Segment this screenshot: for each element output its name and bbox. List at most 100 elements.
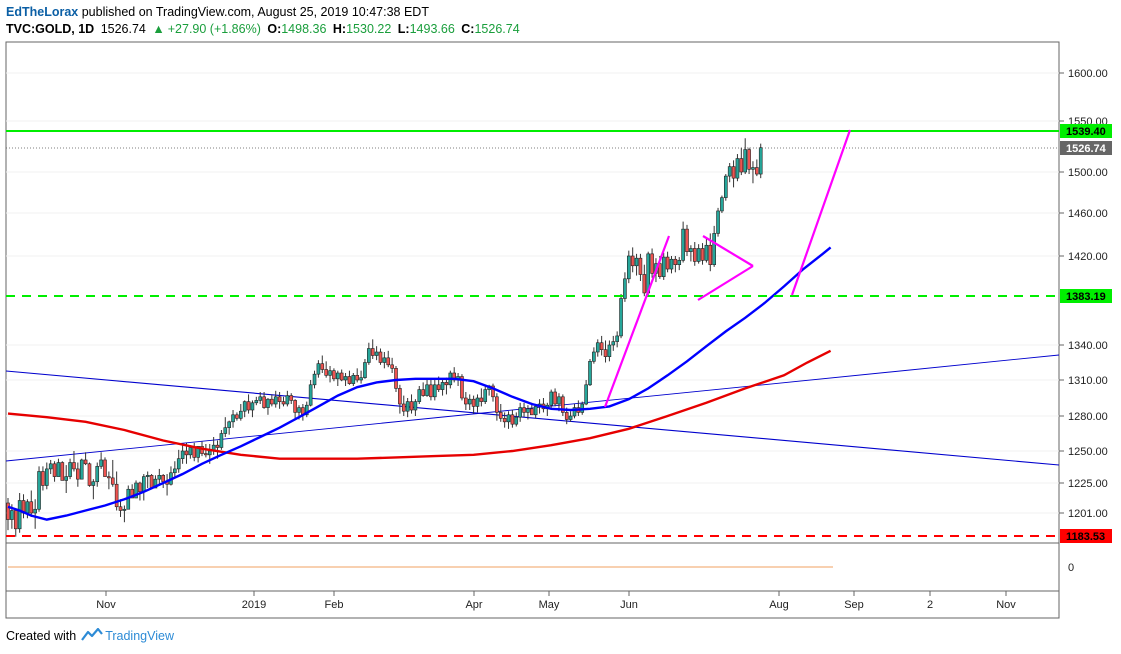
price-tag-label: 1539.40 xyxy=(1066,126,1106,138)
candle-body xyxy=(549,391,554,406)
candle xyxy=(316,360,321,378)
pattern-line xyxy=(697,265,754,301)
candle xyxy=(308,380,313,407)
candle-body xyxy=(758,147,763,175)
candle xyxy=(483,384,488,404)
ma-slow-line xyxy=(7,349,832,460)
low-value: 1493.66 xyxy=(409,22,455,36)
low-label: L: xyxy=(397,22,410,36)
pattern-line xyxy=(702,235,754,267)
candle xyxy=(522,402,526,418)
candle xyxy=(320,355,325,373)
candle xyxy=(351,373,356,386)
footer: Created with TradingView xyxy=(6,627,174,644)
candle-body xyxy=(367,348,371,363)
y-tick-label: 1280.00 xyxy=(1068,411,1108,423)
candle-body xyxy=(153,478,158,489)
candle-body xyxy=(518,407,522,418)
candle-body xyxy=(289,395,294,401)
candle-body xyxy=(48,463,53,470)
candle xyxy=(685,224,689,256)
candle xyxy=(720,195,724,213)
candle-body xyxy=(553,391,557,405)
tradingview-brand[interactable]: TradingView xyxy=(105,629,174,643)
candle xyxy=(114,471,119,511)
candle-body xyxy=(479,397,484,402)
candle xyxy=(421,382,425,397)
candle xyxy=(6,498,10,531)
pattern-line xyxy=(790,129,852,296)
candle-body xyxy=(184,450,189,456)
candle-body xyxy=(95,466,100,483)
candle-body xyxy=(739,158,744,173)
candle-body xyxy=(176,458,181,470)
candle-body xyxy=(239,410,243,419)
candle-body xyxy=(293,400,297,413)
candle-body xyxy=(401,403,406,412)
candle xyxy=(588,359,592,386)
y-tick-label: 1420.00 xyxy=(1068,251,1108,263)
candle-body xyxy=(44,468,49,486)
candle-body xyxy=(145,475,150,477)
candle-body xyxy=(227,421,231,428)
candle-body xyxy=(421,389,425,396)
candle-body xyxy=(76,468,80,480)
candle xyxy=(301,404,305,421)
candle-body xyxy=(242,401,247,412)
candle-body xyxy=(588,361,592,386)
close-value: 1526.74 xyxy=(474,22,520,36)
candle-body xyxy=(692,248,697,262)
price-tag xyxy=(1060,529,1112,543)
candle xyxy=(64,465,68,493)
candle xyxy=(13,509,18,537)
candle-body xyxy=(634,257,639,267)
candle xyxy=(235,412,239,421)
candle xyxy=(650,248,654,278)
candle xyxy=(401,395,406,416)
y-tick-label: 1310.00 xyxy=(1068,375,1108,387)
candle-body xyxy=(363,362,367,378)
author-name[interactable]: EdTheLorax xyxy=(6,5,79,19)
candle-body xyxy=(68,462,72,477)
candle-body xyxy=(561,396,565,413)
candle-body xyxy=(60,462,65,481)
uptrend-line xyxy=(5,354,1060,462)
candle-body xyxy=(215,444,220,448)
candle xyxy=(611,335,616,351)
candle xyxy=(91,479,96,500)
close-label: C: xyxy=(461,22,475,36)
candle xyxy=(370,339,375,359)
price-axis: 1600.001550.001500.001460.001420.001340.… xyxy=(1059,68,1112,543)
x-tick-label: 2019 xyxy=(242,599,266,611)
x-tick-label: Nov xyxy=(996,599,1016,611)
candle xyxy=(599,335,604,356)
x-tick-label: Sep xyxy=(844,599,864,611)
candle-body xyxy=(196,446,200,458)
candle-body xyxy=(747,149,751,170)
price-levels xyxy=(6,130,1059,537)
candle xyxy=(347,370,352,385)
candle xyxy=(33,499,37,529)
candle-body xyxy=(204,453,208,456)
candle xyxy=(118,499,123,517)
candle-body xyxy=(285,395,290,405)
candle-body xyxy=(355,375,360,381)
candle xyxy=(107,471,111,490)
candle xyxy=(52,461,57,482)
candle xyxy=(262,392,266,409)
candle xyxy=(727,163,732,183)
candle-body xyxy=(405,401,410,412)
candle-body xyxy=(107,476,111,479)
candle-body xyxy=(130,488,134,499)
candle-body xyxy=(273,396,278,405)
candle xyxy=(595,339,600,357)
candle xyxy=(37,466,41,512)
candle xyxy=(324,361,328,378)
y-tick-label: 1225.00 xyxy=(1068,478,1108,490)
candle-body xyxy=(720,197,724,212)
y-tick-label: 1500.00 xyxy=(1068,167,1108,179)
candle xyxy=(417,386,422,404)
candle xyxy=(572,404,577,419)
candle xyxy=(56,458,61,477)
